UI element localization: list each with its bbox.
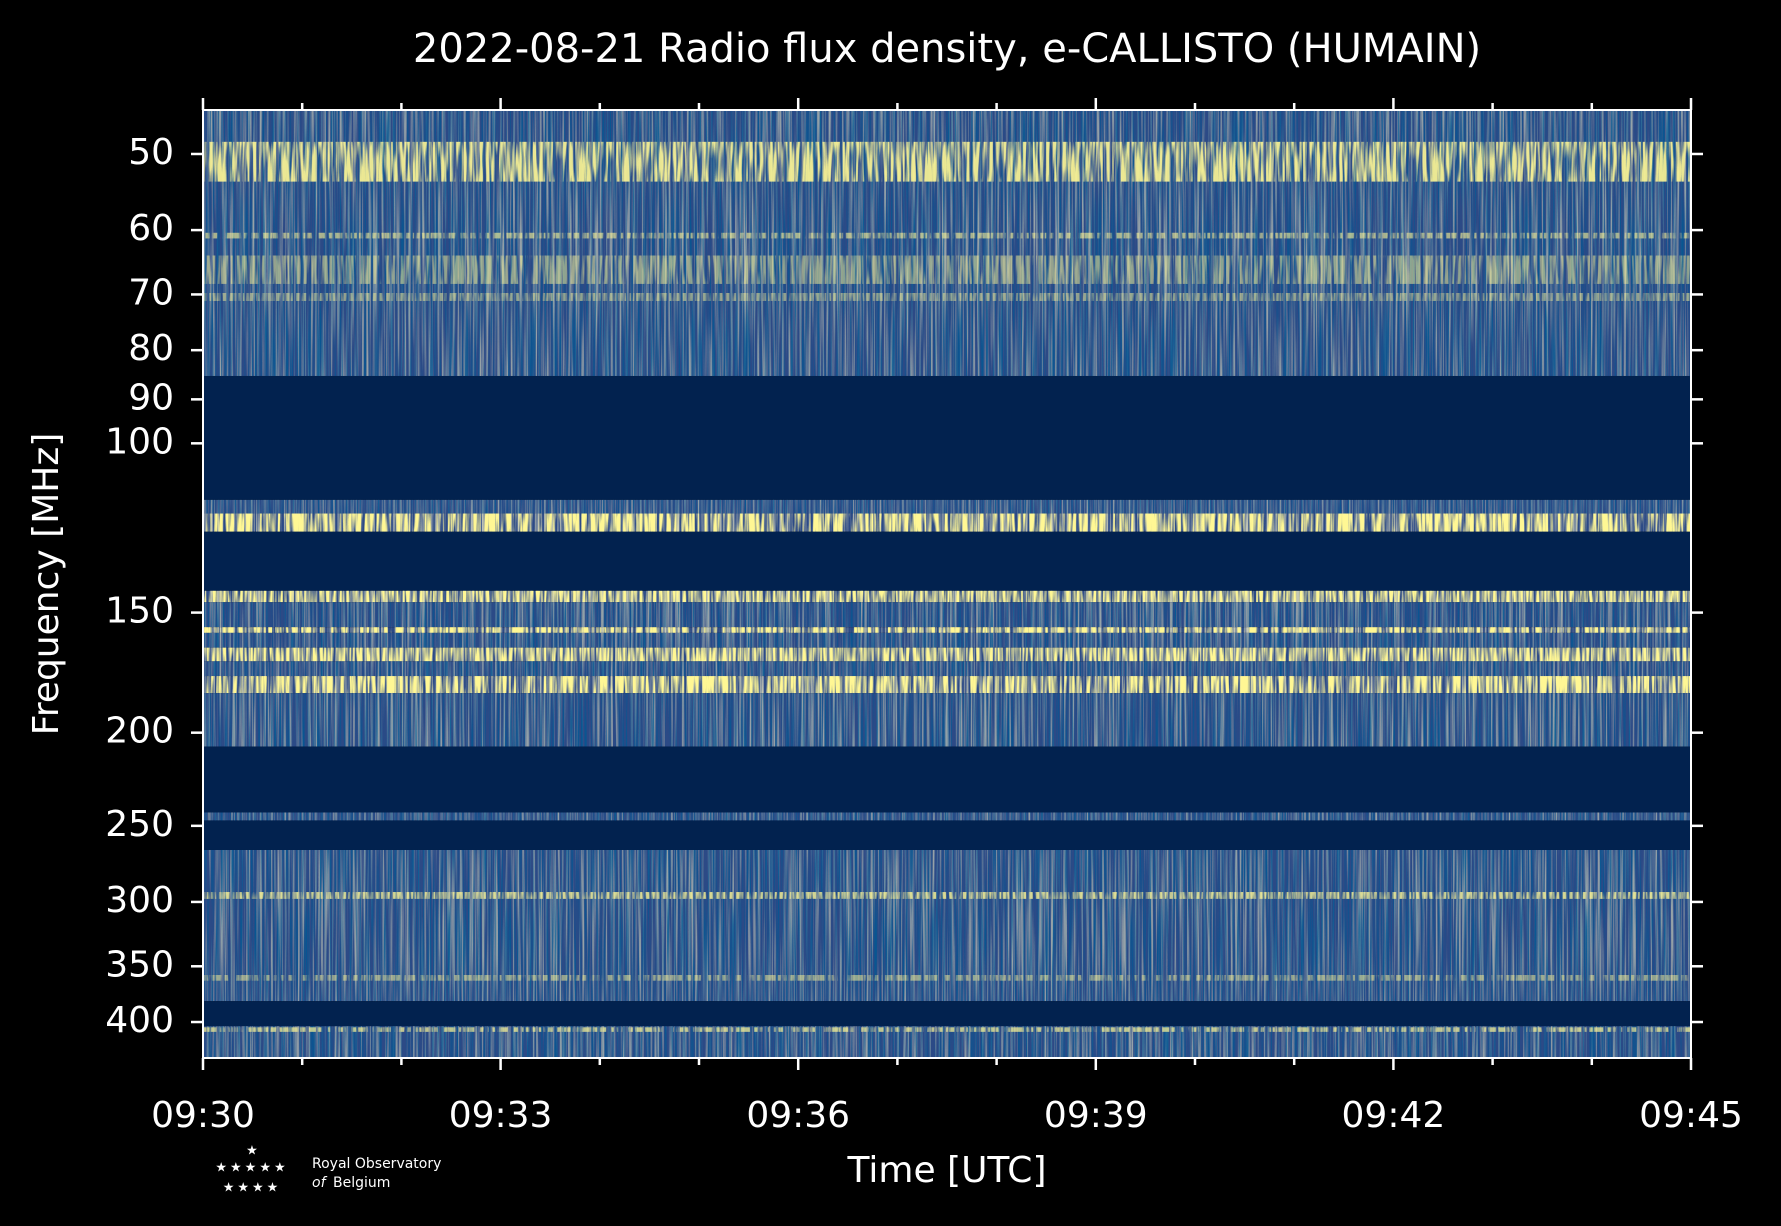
plot-frame: [202, 109, 1692, 1059]
logo-text: of: [312, 1175, 328, 1191]
streaks: [203, 499, 1691, 514]
x-axis-label: Time [UTC]: [846, 1150, 1046, 1191]
streaks: [203, 812, 1691, 821]
band: [203, 375, 1691, 500]
band: [203, 746, 1691, 813]
y-tick-label: 400: [105, 1000, 174, 1041]
y-tick-label: 350: [105, 944, 174, 985]
streaks: [203, 892, 1691, 899]
y-tick-label: 90: [128, 377, 174, 418]
x-tick-label: 09:45: [1639, 1095, 1743, 1136]
streaks: [203, 232, 1691, 239]
streaks: [203, 513, 1691, 532]
svg-text:★★★★★: ★★★★★: [215, 1161, 288, 1176]
x-tick-label: 09:39: [1044, 1095, 1148, 1136]
streaks: [203, 1027, 1691, 1032]
streaks: [203, 293, 1691, 301]
streaks: [203, 693, 1691, 747]
streaks: [203, 590, 1691, 603]
streaks: [203, 627, 1691, 633]
chart-title: 2022-08-21 Radio flux density, e-CALLIST…: [413, 26, 1481, 72]
svg-text:★: ★: [246, 1144, 258, 1159]
logo-text: Belgium: [333, 1175, 390, 1191]
y-tick-label: 70: [128, 272, 174, 313]
streaks: [203, 255, 1691, 284]
x-tick-label: 09:33: [449, 1095, 553, 1136]
svg-text:★★★★: ★★★★: [223, 1181, 282, 1196]
spectrogram: [203, 110, 1691, 1058]
y-tick-label: 200: [105, 711, 174, 752]
streaks: [203, 975, 1691, 981]
y-tick-label: 300: [105, 880, 174, 921]
streaks: [203, 632, 1691, 648]
x-tick-label: 09:30: [151, 1095, 255, 1136]
band: [203, 531, 1691, 591]
y-tick-label: 60: [128, 208, 174, 249]
y-tick-label: 50: [128, 132, 174, 173]
streaks: [203, 647, 1691, 662]
y-axis-label: Frequency [MHz]: [26, 433, 67, 736]
y-tick-label: 150: [105, 591, 174, 632]
logo: ★ ★★★★★ ★★★★ Royal Observatory of Belgiu…: [215, 1144, 441, 1196]
band: [203, 820, 1691, 850]
band: [203, 1001, 1691, 1027]
streaks: [203, 602, 1691, 628]
x-tick-label: 09:42: [1342, 1095, 1446, 1136]
y-tick-label: 80: [128, 328, 174, 369]
y-tick-label: 100: [105, 421, 174, 462]
y-tick-label: 250: [105, 804, 174, 845]
streaks: [203, 661, 1691, 677]
logo-text: Royal Observatory: [312, 1156, 441, 1172]
streaks: [203, 676, 1691, 694]
x-tick-label: 09:36: [746, 1095, 850, 1136]
streaks: [203, 141, 1691, 182]
